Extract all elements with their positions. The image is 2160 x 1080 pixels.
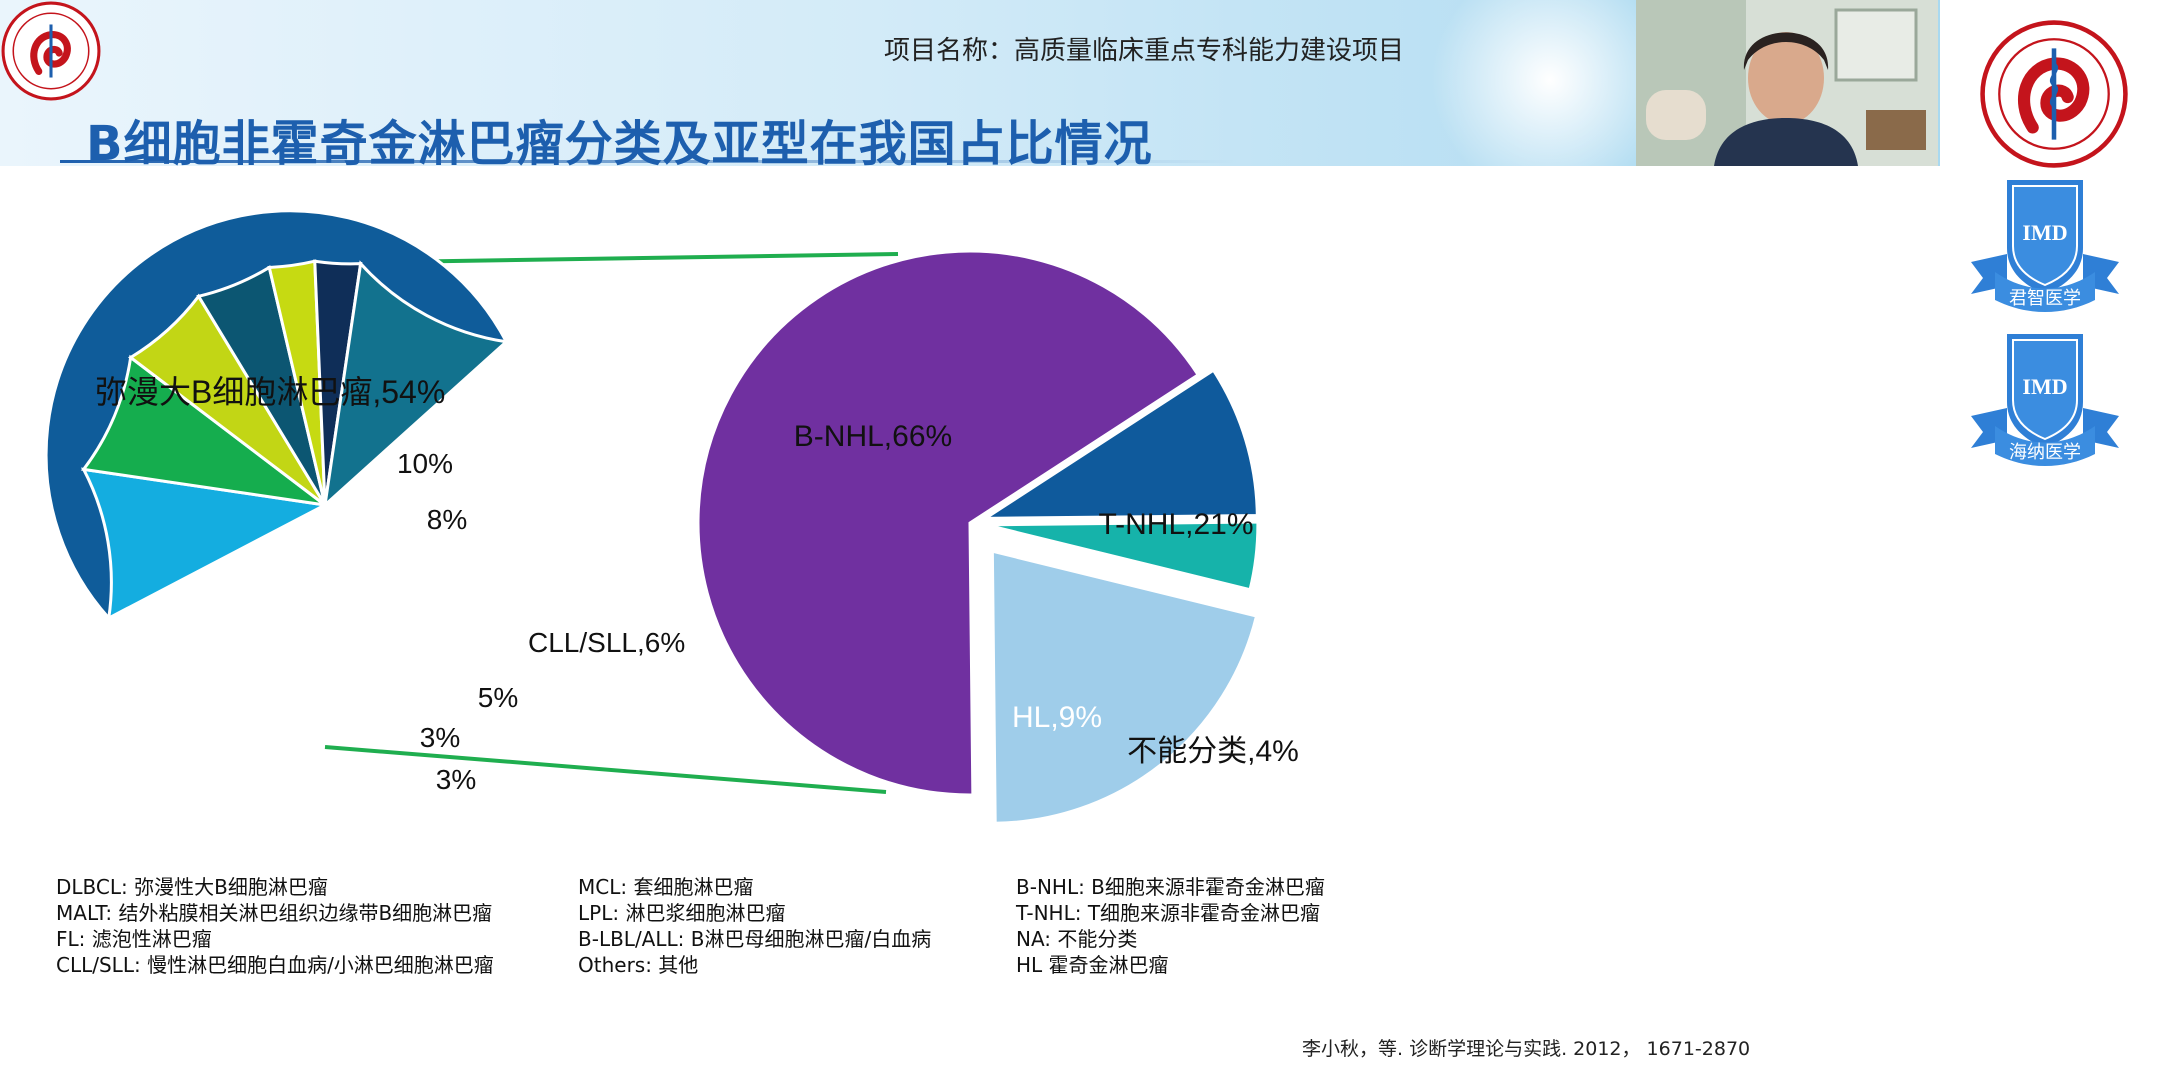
legend-col2-item-3: Others: 其他 bbox=[578, 953, 699, 977]
slice-label-3: CLL/SLL,6% bbox=[528, 627, 685, 658]
legend-col1-item-3: CLL/SLL: 慢性淋巴细胞白血病/小淋巴细胞淋巴瘤 bbox=[56, 953, 494, 977]
subtype-pie: 弥漫大B细胞淋巴瘤,54% 10% 8% CLL/SLL,6% 5% 3% 3% Others… bbox=[44, 209, 685, 795]
svg-text:海纳医学: 海纳医学 bbox=[2009, 442, 2081, 463]
legend-col2-item-0: MCL: 套细胞淋巴瘤 bbox=[578, 875, 754, 899]
citation: 李小秋，等. 诊断学理论与实践. 2012， 1671-2870 bbox=[1302, 1038, 1751, 1060]
classification-pie: B-NHL,66% T-NHL,21% 不能分类,4% HL,9% bbox=[696, 249, 1299, 825]
pie2-label-2: 不能分类,4% bbox=[1127, 735, 1299, 768]
pie-slice-7 bbox=[322, 260, 510, 509]
slice-label-5: 3% bbox=[420, 722, 460, 753]
slice-label-4: 5% bbox=[478, 682, 518, 713]
shield-icon: IMD 海纳医学 bbox=[1971, 334, 2119, 466]
title-underline bbox=[60, 160, 1240, 163]
pie2-label-1: T-NHL,21% bbox=[1098, 508, 1253, 541]
presenter-webcam bbox=[1636, 0, 1938, 166]
pie-slice-2 bbox=[80, 354, 326, 507]
project-name: 项目名称：高质量临床重点专科能力建设项目 bbox=[884, 36, 1405, 66]
foundation-logo-small bbox=[1, 1, 101, 101]
pie-charts: 弥漫大B细胞淋巴瘤,54% 10% 8% CLL/SLL,6% 5% 3% 3% Others… bbox=[44, 209, 1299, 825]
slice-label-0: 弥漫大B细胞淋巴瘤,54% bbox=[95, 374, 445, 410]
pie2-slice-0 bbox=[696, 249, 1201, 797]
pie2-slice-2 bbox=[985, 520, 1260, 592]
svg-text:君智医学: 君智医学 bbox=[2009, 288, 2081, 309]
foundation-logo bbox=[1980, 20, 2128, 168]
slice-label-2: 8% bbox=[427, 504, 467, 535]
shield-icon: IMD 君智医学 bbox=[1971, 180, 2119, 312]
pie2-slice-1 bbox=[990, 549, 1259, 825]
legend-col3-item-0: B-NHL: B细胞来源非霍奇金淋巴瘤 bbox=[1016, 875, 1325, 899]
legend-col3-item-3: HL 霍奇金淋巴瘤 bbox=[1016, 953, 1169, 977]
legend-col3-item-2: NA: 不能分类 bbox=[1016, 927, 1138, 951]
slice-label-7-value: 11% bbox=[255, 681, 309, 712]
legend-col1-item-0: DLBCL: 弥漫性大B细胞淋巴瘤 bbox=[56, 875, 328, 899]
pie2-label-0: B-NHL,66% bbox=[794, 420, 952, 453]
pie-slice-1 bbox=[80, 467, 330, 621]
legend-col1-item-2: FL: 滤泡性淋巴瘤 bbox=[56, 927, 212, 951]
svg-text:IMD: IMD bbox=[2022, 220, 2067, 245]
slide-title: B细胞非霍奇金淋巴瘤分类及亚型在我国占比情况 bbox=[86, 116, 1153, 172]
slice-label-7: Others, bbox=[236, 630, 328, 661]
slice-label-1: 10% bbox=[397, 448, 453, 479]
connector-bottom bbox=[324, 745, 887, 794]
pie2-label-3: HL,9% bbox=[1012, 701, 1102, 734]
legend-col3-item-1: T-NHL: T细胞来源非霍奇金淋巴瘤 bbox=[1016, 901, 1321, 925]
legend-col1-item-1: MALT: 结外粘膜相关淋巴组织边缘带B细胞淋巴瘤 bbox=[56, 901, 493, 925]
slice-label-6: 3% bbox=[436, 764, 476, 795]
legend-col2-item-1: LPL: 淋巴浆细胞淋巴瘤 bbox=[578, 901, 786, 925]
legend-col2-item-2: B-LBL/ALL: B淋巴母细胞淋巴瘤/白血病 bbox=[578, 927, 932, 951]
pie2-slice-3 bbox=[980, 368, 1259, 520]
badge-junzhi: IMD 君智医学 bbox=[1967, 176, 2123, 316]
svg-text:IMD: IMD bbox=[2022, 374, 2067, 399]
badge-haina: IMD 海纳医学 bbox=[1967, 330, 2123, 470]
